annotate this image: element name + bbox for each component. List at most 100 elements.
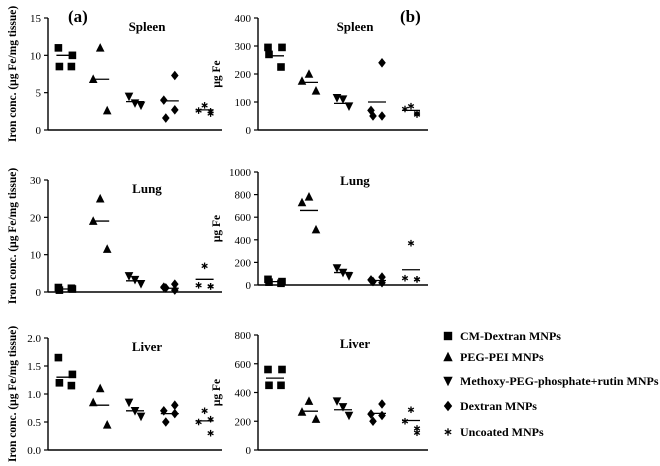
y-tick-label: 800 [235,330,252,342]
data-point [311,86,321,95]
data-point [378,399,386,409]
data-point [207,429,214,437]
y-tick-label: 0 [246,445,252,457]
asterisk-stroke [201,408,208,414]
data-point [67,62,76,71]
chart-title: Spleen [129,19,167,34]
data-point [278,365,286,374]
data-point [102,244,112,253]
legend: CM-Dextran MNPs PEG-PEI MNPs Methoxy-PEG-p… [443,329,659,439]
data-point [338,403,348,412]
legend-label: Dextran MNPs [460,399,537,413]
data-point [332,397,342,406]
series-square [54,44,77,71]
legend-label: Uncoated MNPs [460,425,544,439]
chart-panels: 0 5 10 15 Spleen Iron conc. (μg Fe/mg tissue)… [7,6,428,462]
y-tick-label: 100 [235,97,252,109]
asterisk-stroke [407,407,415,412]
data-point [102,105,112,115]
asterisk-stroke [207,284,214,289]
chart-title: Lung [340,173,370,188]
data-point [413,429,421,437]
data-point [162,417,170,427]
data-point [124,398,134,408]
data-point [171,70,179,81]
data-point [54,44,63,52]
chart-spleen-a: 0 5 10 15 Spleen Iron conc. (μg Fe/mg tissue) [7,6,222,142]
series-diamond [160,400,179,427]
y-axis-label: Iron conc. (μg Fe/mg tissue) [7,168,19,304]
chart-lung-b: 0 200 400 600 800 1000 Lung μg Fe [211,167,428,292]
y-tick-label: 400 [235,388,252,400]
chart-lung-a: 0 10 20 30 Lung Iron conc. (μg Fe/mg tissue) [7,168,222,304]
series-triangle-up [88,43,112,115]
chart-spleen-b: 0 100 200 300 400 Spleen μg Fe [211,13,428,137]
series-asterisk [401,102,421,118]
triangle-down-marker-icon [443,376,453,387]
asterisk-stroke [413,277,421,282]
y-tick-label: 800 [235,190,252,202]
panel-label-b: (b) [400,7,421,26]
data-point [160,95,168,105]
data-point [413,276,421,283]
series-diamond [367,272,386,288]
asterisk-stroke [444,429,452,435]
y-tick-label: 200 [235,416,252,428]
asterisk-stroke [201,263,208,269]
data-point [95,193,105,203]
data-point [277,63,285,71]
series-asterisk [195,407,214,437]
data-point [124,92,134,102]
chart-title: Lung [132,181,162,196]
series-square [264,275,286,288]
series-triangle-down [124,398,146,422]
y-tick-label: 30 [30,175,42,187]
data-point [124,272,134,281]
data-point [407,406,415,414]
legend-label: CM-Dextran MNPs [460,329,561,343]
legend-item-triangle-up: PEG-PEI MNPs [443,350,544,364]
y-axis-label: μg Fe [211,379,223,406]
data-point [278,43,286,52]
chart-title: Liver [340,336,371,351]
data-point [264,43,272,52]
legend-label: PEG-PEI MNPs [460,350,544,364]
y-axis-label: Iron conc. (μg Fe/mg tissue) [7,6,19,142]
series-triangle-up [297,396,321,423]
data-point [407,102,415,110]
square-marker-icon [443,331,453,341]
data-point [311,414,321,423]
chart-liver-b: 0 200 400 600 800 Liver μg Fe [211,330,428,457]
y-tick-label: 300 [235,41,252,53]
data-point [201,407,208,415]
legend-item-asterisk: Uncoated MNPs [444,425,544,439]
y-axis-label: μg Fe [211,215,223,242]
series-triangle-up [297,69,321,95]
diamond-marker-icon [443,400,453,412]
data-point [378,272,386,282]
series-triangle-up [297,192,321,234]
data-point [67,381,76,390]
data-point [201,262,208,270]
chart-title: Liver [132,339,163,354]
data-point [162,113,170,123]
panel-label-a: (a) [68,7,88,26]
data-point [401,417,409,425]
y-tick-label: 20 [30,212,42,224]
series-triangle-up [88,193,112,253]
data-point [344,411,354,421]
legend-item-square: CM-Dextran MNPs [443,329,561,343]
data-point [102,420,112,429]
series-asterisk [195,262,214,290]
data-point [332,264,342,273]
series-asterisk [401,406,421,437]
triangle-up-marker-icon [443,351,453,362]
series-diamond [160,70,179,123]
y-tick-label: 600 [235,359,252,371]
y-tick-label: 200 [235,257,252,269]
asterisk-stroke [413,112,421,117]
series-triangle-down [124,272,146,289]
data-point [369,276,377,287]
data-point [201,102,208,109]
